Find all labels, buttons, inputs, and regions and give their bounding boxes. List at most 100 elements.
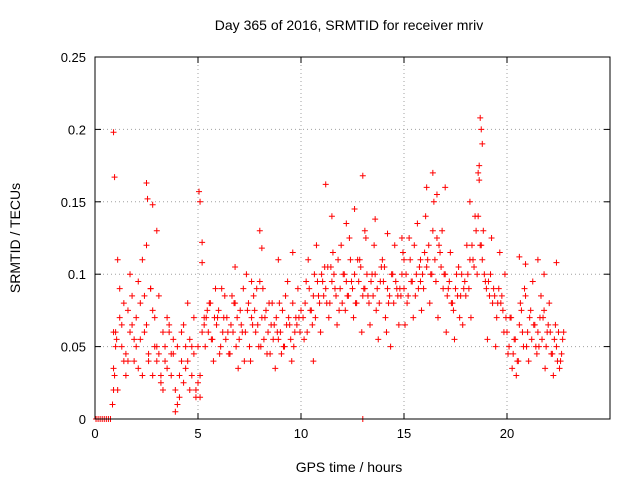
data-point (524, 329, 531, 336)
data-point (118, 343, 125, 350)
data-point (238, 321, 245, 328)
data-point (212, 285, 219, 292)
x-ticks: 0 5 10 15 20 (91, 57, 514, 441)
data-point (335, 256, 342, 263)
data-point (197, 394, 204, 401)
data-point (389, 271, 396, 278)
data-point (220, 314, 227, 321)
data-point (110, 129, 117, 136)
data-points (93, 114, 567, 422)
data-point (363, 271, 370, 278)
data-point (210, 358, 217, 365)
data-point (555, 329, 562, 336)
data-point (442, 184, 449, 191)
data-point (399, 249, 406, 256)
data-point (413, 271, 420, 278)
data-point (546, 300, 553, 307)
data-point (294, 285, 301, 292)
data-point (453, 271, 460, 278)
data-point (556, 365, 563, 372)
data-point (224, 329, 231, 336)
data-point (531, 321, 538, 328)
data-point (219, 329, 226, 336)
data-point (539, 336, 546, 343)
data-point (204, 307, 211, 314)
data-point (516, 253, 523, 260)
data-point (116, 285, 123, 292)
data-point (540, 314, 547, 321)
data-point (381, 263, 388, 270)
data-point (491, 292, 498, 299)
data-point (237, 307, 244, 314)
data-point (473, 227, 480, 234)
data-point (178, 329, 185, 336)
data-point (370, 292, 377, 299)
data-point (322, 181, 329, 188)
data-point (481, 271, 488, 278)
data-point (199, 259, 206, 266)
data-point (275, 256, 282, 263)
data-point (344, 292, 351, 299)
data-point (319, 278, 326, 285)
data-point (153, 358, 160, 365)
data-point (273, 314, 280, 321)
data-point (507, 314, 514, 321)
data-point (178, 358, 185, 365)
data-point (244, 307, 251, 314)
data-point (348, 278, 355, 285)
data-point (522, 261, 529, 268)
data-point (109, 401, 116, 408)
data-point (155, 292, 162, 299)
data-point (208, 336, 215, 343)
data-point (226, 350, 233, 357)
data-point (504, 329, 510, 336)
data-point (151, 343, 158, 350)
data-point (313, 242, 320, 249)
data-point (240, 285, 247, 292)
data-point (234, 314, 241, 321)
data-point (349, 285, 356, 292)
data-point (159, 387, 166, 394)
data-point (392, 278, 399, 285)
data-point (420, 285, 427, 292)
data-point (228, 292, 235, 299)
data-point (235, 365, 242, 372)
data-point (445, 285, 452, 292)
data-point (410, 314, 417, 321)
data-point (259, 285, 266, 292)
data-point (293, 321, 300, 328)
data-point (355, 278, 362, 285)
data-point (498, 292, 505, 299)
data-point (518, 307, 525, 314)
data-point (182, 365, 189, 372)
data-point (505, 350, 512, 357)
data-point (162, 343, 169, 350)
data-point (398, 235, 405, 241)
data-point (306, 285, 313, 292)
data-point (261, 314, 268, 321)
data-point (415, 285, 422, 292)
data-point (268, 321, 275, 328)
x-tick-label: 0 (91, 426, 98, 441)
data-point (544, 329, 551, 336)
data-point (359, 172, 366, 179)
data-point (195, 379, 201, 386)
data-point (517, 300, 524, 307)
data-point (166, 329, 173, 336)
data-point (470, 256, 477, 263)
data-point (438, 263, 445, 270)
y-tick-label: 0.25 (61, 50, 86, 65)
data-point (112, 343, 119, 350)
data-point (215, 307, 222, 314)
data-point (199, 329, 206, 336)
data-point (446, 278, 453, 285)
data-point (174, 401, 181, 408)
y-tick-label: 0.05 (61, 340, 86, 355)
x-tick-label: 20 (500, 426, 514, 441)
data-point (362, 235, 369, 241)
data-point (390, 300, 397, 307)
data-point (124, 358, 131, 365)
data-point (423, 184, 430, 191)
x-axis-label: GPS time / hours (296, 459, 403, 475)
data-point (184, 300, 191, 307)
